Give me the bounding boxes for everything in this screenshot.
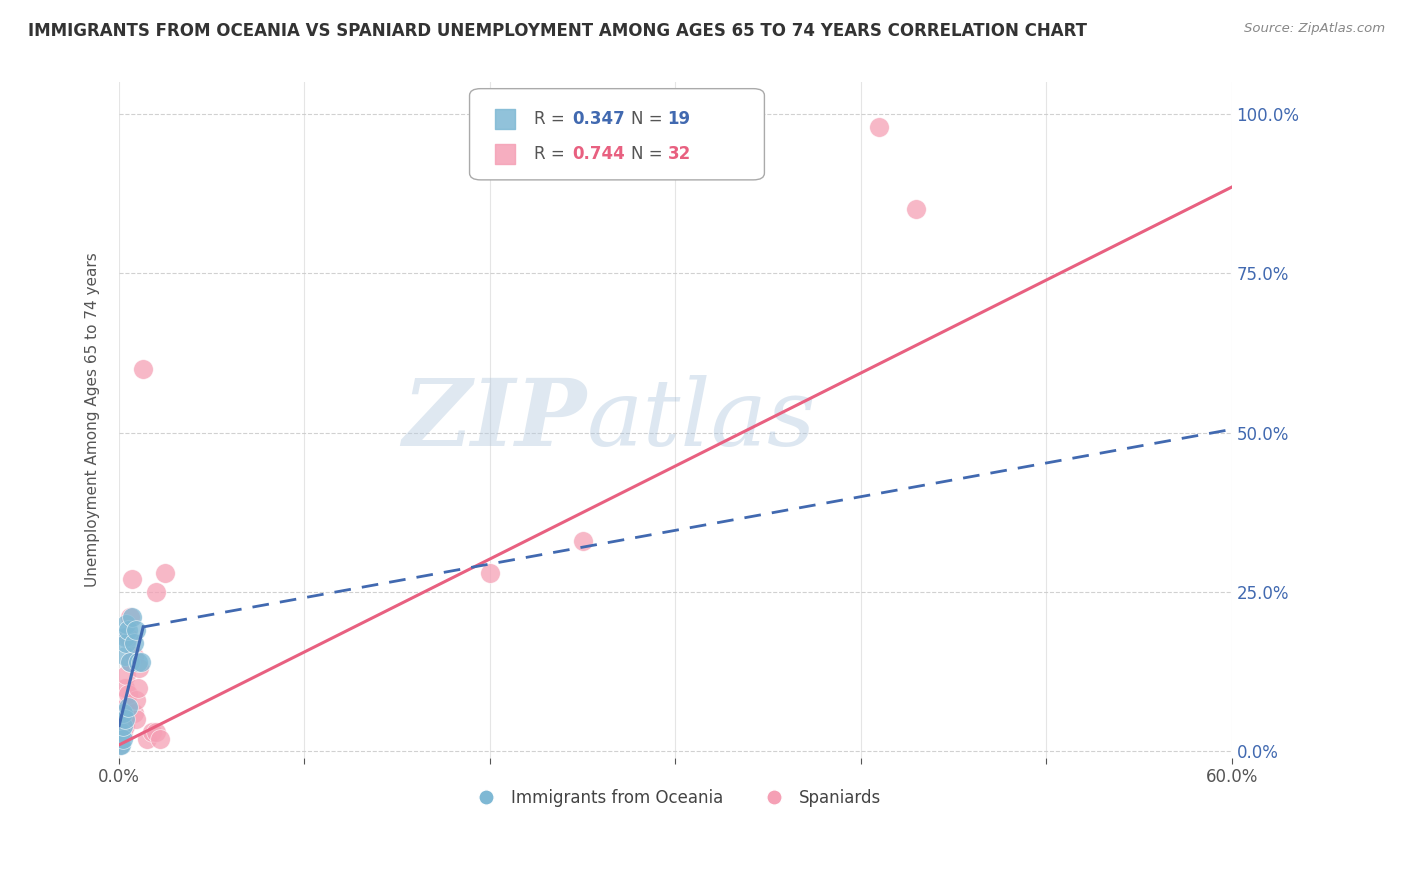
Point	[115, 616, 138, 631]
Point	[115, 636, 138, 650]
Point	[114, 719, 136, 733]
Point	[108, 738, 131, 752]
Point	[108, 738, 131, 752]
Point	[868, 120, 890, 134]
Text: R =: R =	[534, 110, 569, 128]
Point	[111, 706, 134, 720]
Text: 0.744: 0.744	[572, 145, 624, 162]
FancyBboxPatch shape	[470, 88, 765, 180]
Text: Source: ZipAtlas.com: Source: ZipAtlas.com	[1244, 22, 1385, 36]
Text: 32: 32	[668, 145, 690, 162]
Text: N =: N =	[631, 110, 668, 128]
Point	[128, 661, 150, 675]
Point	[125, 712, 148, 726]
Point	[122, 706, 145, 720]
Point	[145, 585, 167, 599]
Point	[114, 681, 136, 695]
Point	[122, 648, 145, 663]
Point	[571, 533, 593, 548]
Y-axis label: Unemployment Among Ages 65 to 74 years: Unemployment Among Ages 65 to 74 years	[86, 252, 100, 587]
Point	[117, 623, 139, 637]
Point	[155, 566, 177, 580]
Point	[114, 712, 136, 726]
Point	[149, 731, 172, 746]
Point	[120, 610, 142, 624]
Text: N =: N =	[631, 145, 668, 162]
Point	[122, 636, 145, 650]
Text: IMMIGRANTS FROM OCEANIA VS SPANIARD UNEMPLOYMENT AMONG AGES 65 TO 74 YEARS CORRE: IMMIGRANTS FROM OCEANIA VS SPANIARD UNEM…	[28, 22, 1087, 40]
Point	[117, 630, 139, 644]
Point	[135, 731, 157, 746]
Text: atlas: atlas	[586, 375, 815, 465]
Point	[115, 667, 138, 681]
Point	[751, 142, 773, 156]
Point	[905, 202, 928, 217]
Point	[121, 572, 143, 586]
Text: 19: 19	[668, 110, 690, 128]
Point	[120, 655, 142, 669]
Text: 0.347: 0.347	[572, 110, 624, 128]
Point	[121, 610, 143, 624]
Point	[145, 725, 167, 739]
Point	[125, 693, 148, 707]
Point	[115, 699, 138, 714]
Legend: Immigrants from Oceania, Spaniards: Immigrants from Oceania, Spaniards	[463, 782, 887, 814]
Point	[127, 655, 149, 669]
Point	[111, 731, 134, 746]
Point	[120, 655, 142, 669]
Point	[114, 699, 136, 714]
Point	[110, 725, 132, 739]
Point	[131, 655, 153, 669]
Point	[114, 630, 136, 644]
Point	[478, 566, 501, 580]
Point	[117, 687, 139, 701]
Point	[111, 706, 134, 720]
Point	[111, 725, 134, 739]
Text: ZIP: ZIP	[402, 375, 586, 465]
Point	[114, 648, 136, 663]
Point	[110, 712, 132, 726]
Point	[132, 361, 155, 376]
Point	[111, 719, 134, 733]
Point	[110, 731, 132, 746]
Point	[117, 699, 139, 714]
Point	[110, 738, 132, 752]
Point	[141, 725, 163, 739]
Text: R =: R =	[534, 145, 569, 162]
Point	[125, 623, 148, 637]
Point	[127, 681, 149, 695]
Point	[751, 174, 773, 188]
